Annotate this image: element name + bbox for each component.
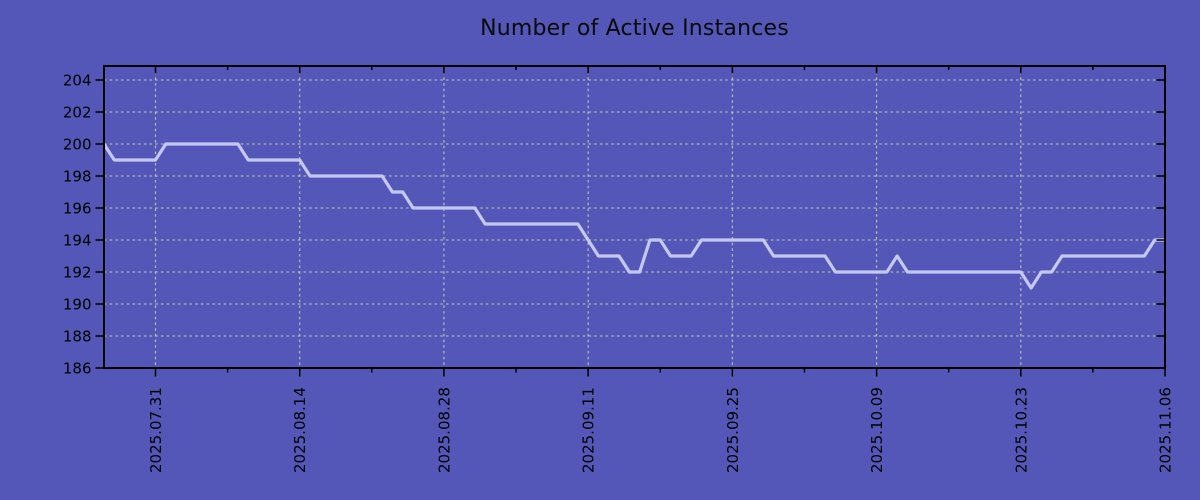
y-tick-label: 200	[63, 136, 92, 154]
series	[102, 142, 1165, 290]
chart-title: Number of Active Instances	[480, 16, 789, 41]
plot-border-rect	[103, 65, 1166, 369]
x-tick-label: 2025.10.09	[868, 387, 886, 473]
y-tick-label: 198	[63, 168, 92, 186]
x-tick-label: 2025.07.31	[147, 387, 165, 473]
y-tick-label: 188	[63, 328, 92, 346]
y-tick-label: 204	[63, 72, 92, 90]
x-tick-label: 2025.09.25	[724, 387, 742, 473]
x-tick-label: 2025.11.06	[1157, 387, 1175, 473]
x-tick-label: 2025.08.14	[291, 387, 309, 473]
grid	[104, 66, 1165, 368]
series-line	[102, 142, 1165, 290]
y-tick-label: 192	[63, 264, 92, 282]
x-axis-labels: 2025.07.31 2025.08.14 2025.08.28 2025.09.11…	[147, 387, 1174, 473]
y-tick-label: 186	[63, 360, 92, 378]
y-tick-label: 194	[63, 232, 92, 250]
plot-border	[103, 65, 1166, 369]
y-tick-label: 196	[63, 200, 92, 218]
x-tick-label: 2025.08.28	[435, 387, 453, 473]
y-tick-label: 190	[63, 296, 92, 314]
x-tick-label: 2025.09.11	[580, 387, 598, 473]
x-tick-label: 2025.10.23	[1012, 387, 1030, 473]
axis-ticks	[95, 66, 1166, 377]
y-axis-labels: 186 188 190 192 194 196 198 200 202 204	[63, 72, 92, 378]
y-tick-label: 202	[63, 104, 92, 122]
